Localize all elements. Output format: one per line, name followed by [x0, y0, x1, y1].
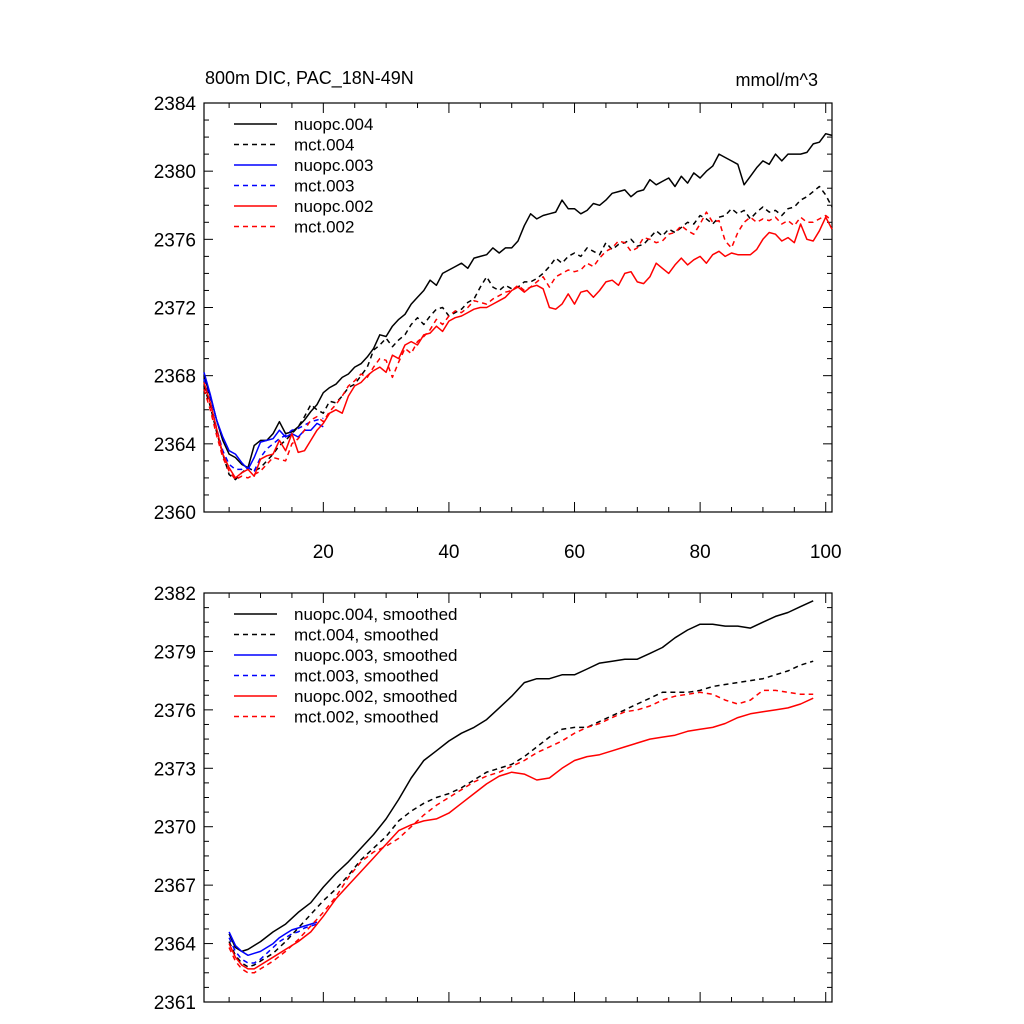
series-line-nuopc-004-smoothed	[228, 600, 814, 953]
y-tick-label: 2368	[154, 367, 196, 388]
series-line-mct-003-smoothed	[228, 923, 318, 964]
legend-label: mct.004, smoothed	[294, 626, 439, 645]
series-line-mct-004-smoothed	[228, 660, 814, 968]
legend-label: nuopc.003, smoothed	[294, 646, 458, 665]
series-line-mct-002	[203, 211, 833, 481]
legend-label: mct.003, smoothed	[294, 667, 439, 686]
y-tick-label: 2367	[154, 876, 196, 897]
series-line-nuopc-002	[203, 216, 833, 479]
y-tick-label: 2360	[154, 503, 196, 524]
legend-label: mct.003	[294, 177, 354, 196]
legend-label: nuopc.004	[294, 115, 373, 134]
units-label: mmol/m^3	[736, 70, 818, 90]
legend-label: nuopc.002	[294, 197, 373, 216]
y-tick-label: 2372	[154, 299, 196, 320]
y-tick-label: 2370	[154, 818, 196, 839]
y-tick-label: 2364	[154, 935, 197, 956]
series-line-mct-003	[203, 378, 324, 472]
x-tick-label: 100	[810, 542, 842, 563]
legend-label: mct.004	[294, 136, 354, 155]
y-tick-label: 2376	[154, 701, 196, 722]
legend-label: mct.002, smoothed	[294, 708, 439, 727]
bottom-smoothed-line-chart: 2361 2364 2367 2370 2373 2376 2379 2382 nuopc.00…	[154, 584, 833, 1014]
top-line-chart: 2360 2364 2368 2372 2376 2380 2384 20 40 60 80 100 n…	[154, 94, 842, 563]
y-tick-label: 2384	[154, 94, 197, 115]
x-tick-label: 80	[690, 542, 711, 563]
y-tick-label: 2361	[154, 993, 196, 1014]
y-tick-label: 2364	[154, 435, 197, 456]
legend-label: nuopc.002, smoothed	[294, 687, 458, 706]
y-tick-label: 2382	[154, 584, 196, 605]
x-tick-label: 40	[438, 542, 459, 563]
legend-label: nuopc.003	[294, 156, 373, 175]
series-line-nuopc-003-smoothed	[228, 921, 318, 957]
legend-label: mct.002	[294, 218, 354, 237]
y-tick-label: 2373	[154, 759, 196, 780]
y-tick-label: 2380	[154, 162, 196, 183]
x-tick-label: 60	[564, 542, 585, 563]
y-tick-label: 2376	[154, 230, 196, 251]
series-line-mct-002-smoothed	[228, 689, 814, 974]
series-line-nuopc-004	[203, 132, 833, 469]
chart-title: 800m DIC, PAC_18N-49N	[205, 68, 414, 89]
series-line-nuopc-002-smoothed	[228, 697, 814, 970]
legend-label: nuopc.004, smoothed	[294, 605, 458, 624]
y-tick-label: 2379	[154, 642, 196, 663]
x-tick-label: 20	[313, 542, 334, 563]
